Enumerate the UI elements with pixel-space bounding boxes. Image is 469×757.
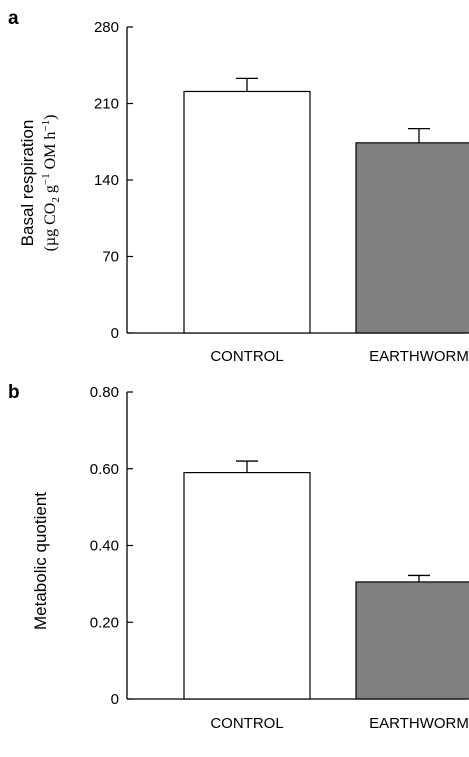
panel-b-ytick-label: 0.80: [90, 384, 119, 401]
panel-a-ylabel-title: Basal respiration: [18, 120, 37, 247]
panel-b-ylabel-group: Metabolic quotient: [31, 492, 50, 630]
unit-close: ): [42, 115, 59, 120]
panel-a-ytick-label: 0: [111, 325, 119, 342]
panel-b-bar-control: [183, 471, 311, 700]
panel-a-category-label: EARTHWORM: [369, 348, 469, 365]
panel-b: 0 0.20 0.40 0.60 0.80 CONTROL EARTHWORM: [90, 384, 469, 732]
unit-sup1: −1: [40, 173, 52, 185]
panel-b-bar-earthworm: [355, 581, 469, 700]
unit-open: (µg CO: [42, 203, 59, 252]
panel-a-ylabel-units-group: (µg CO2 g−1 OM h−1): [40, 115, 62, 252]
panel-a-category-label: CONTROL: [210, 348, 283, 365]
panel-a-ylabel: Basal respiration: [18, 120, 37, 247]
panel-a-bar-control: [183, 90, 311, 334]
panel-b-ytick-label: 0.20: [90, 614, 119, 631]
panel-b-ytick-label: 0.40: [90, 538, 119, 555]
panel-a-ytick-label: 140: [94, 172, 119, 189]
unit-mid2: OM h: [42, 132, 59, 174]
panel-b-category-label: CONTROL: [210, 715, 283, 732]
panel-b-category-label: EARTHWORM: [369, 715, 469, 732]
panel-b-ytick-label: 0.60: [90, 461, 119, 478]
panel-a-label: a: [8, 8, 19, 29]
panel-a: 0 70 140 210 280 CONTROL EARTHWORM: [94, 19, 469, 365]
panel-a-ytick-label: 280: [94, 19, 119, 36]
unit-sup2: −1: [40, 120, 52, 132]
panel-a-ylabel-units: (µg CO2 g−1 OM h−1): [40, 115, 62, 252]
panel-a-bar-earthworm: [355, 142, 469, 334]
panel-a-ytick-label: 70: [102, 249, 119, 266]
panel-b-label: b: [8, 382, 20, 403]
panel-b-ylabel: Metabolic quotient: [31, 492, 50, 630]
panel-a-ytick-label: 210: [94, 96, 119, 113]
plot-area: 0 70 140 210 280 CONTROL EARTHWORM 0 0.20 0.40 0.6…: [90, 19, 469, 732]
unit-sub: 2: [50, 197, 62, 203]
panel-b-ytick-label: 0: [111, 691, 119, 708]
unit-mid1: g: [42, 185, 59, 197]
